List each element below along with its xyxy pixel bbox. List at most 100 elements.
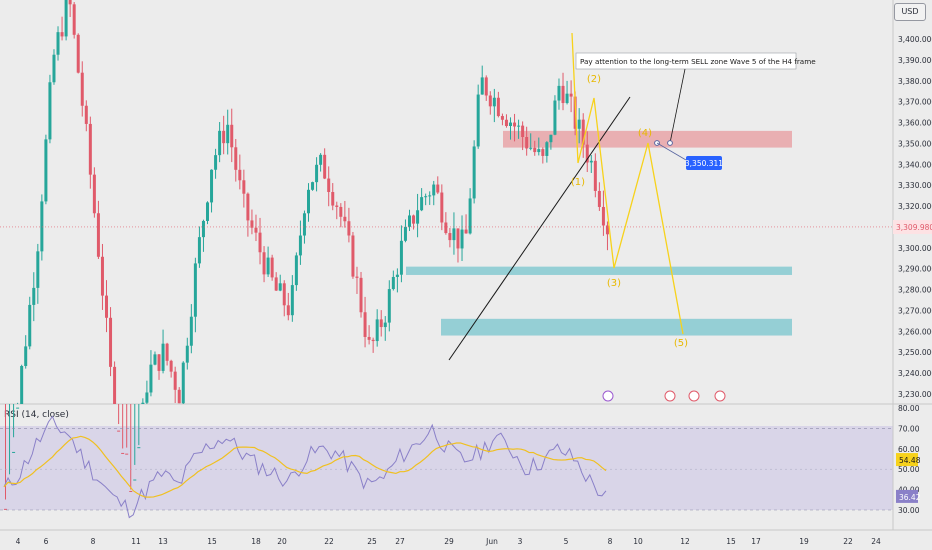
- candle-body: [141, 402, 145, 404]
- price-tick-label: 3,280.000: [898, 286, 932, 295]
- candle-body: [286, 305, 290, 316]
- support-zone-upper: [406, 266, 792, 275]
- candle-body: [363, 312, 367, 337]
- time-tick-label: 15: [207, 537, 217, 546]
- annotation-anchor-dot: [667, 140, 673, 146]
- time-tick-label: 24: [871, 537, 881, 546]
- candle-body: [339, 206, 343, 217]
- candle-body: [32, 287, 36, 305]
- time-tick-label: 5: [564, 537, 569, 546]
- candle-body: [460, 229, 464, 249]
- candle-body: [125, 453, 129, 455]
- sell-zone: [503, 130, 792, 148]
- candle-body: [581, 119, 585, 145]
- candle-body: [290, 285, 294, 316]
- candle-body: [197, 237, 201, 264]
- chart-title: Gold Spot / U.S. Dollar · 4h · OANDA: [4, 4, 166, 14]
- candle-body: [161, 343, 165, 371]
- annotation-pointer: [669, 68, 686, 144]
- candle-body: [246, 193, 250, 221]
- currency-button[interactable]: USD: [894, 3, 926, 21]
- price-marker-dot: [654, 140, 660, 146]
- candle-body: [56, 32, 60, 55]
- candle-body: [206, 202, 209, 221]
- time-tick-label: 8: [91, 537, 96, 546]
- candle-body: [440, 192, 444, 223]
- candle-body: [323, 154, 327, 179]
- candle-body: [315, 164, 319, 183]
- flag-event-icon: [688, 390, 700, 402]
- candle-body: [331, 192, 335, 206]
- time-tick-label: 18: [251, 537, 261, 546]
- candle-body: [201, 220, 205, 238]
- current-price-tag-bg: [893, 219, 932, 234]
- candle-body: [391, 276, 395, 290]
- candle-body: [565, 93, 569, 104]
- candle-body: [60, 32, 64, 37]
- candle-body: [513, 122, 517, 127]
- candle-body: [492, 97, 496, 107]
- candle-body: [266, 257, 270, 275]
- time-tick-label: 4: [16, 537, 21, 546]
- candle-body: [129, 490, 133, 492]
- price-tick-label: 3,240.000: [898, 369, 932, 378]
- candle-body: [133, 479, 137, 481]
- price-tick-label: 3,390.000: [898, 56, 932, 65]
- candle-body: [8, 481, 12, 483]
- candle-body: [509, 122, 512, 127]
- candle-body: [529, 147, 533, 149]
- candle-body: [408, 215, 411, 227]
- candle-body: [113, 366, 117, 404]
- candle-body: [44, 139, 48, 202]
- rsi-tick-label: 70.00: [898, 424, 920, 433]
- candle-body: [238, 169, 242, 181]
- candle-body: [448, 233, 452, 241]
- candle-body: [472, 146, 476, 199]
- candle-body: [270, 257, 274, 278]
- lightning-event-icon: [602, 390, 614, 402]
- price-tick-label: 3,330.000: [898, 181, 932, 190]
- time-tick-label: 22: [324, 537, 334, 546]
- candle-body: [282, 283, 286, 306]
- candle-body: [4, 508, 7, 510]
- candle-body: [432, 184, 436, 196]
- time-tick-label: 13: [158, 537, 168, 546]
- candle-body: [302, 213, 306, 236]
- candle-body: [92, 174, 96, 214]
- candle-body: [319, 154, 323, 165]
- candle-body: [52, 54, 56, 83]
- candle-body: [189, 316, 193, 346]
- candle-body: [76, 34, 80, 73]
- time-tick-label: 15: [726, 537, 736, 546]
- candle-body: [383, 322, 387, 328]
- candle-body: [298, 235, 302, 256]
- candle-body: [585, 144, 589, 163]
- time-tick-label: 25: [367, 537, 377, 546]
- candle-body: [117, 430, 121, 432]
- candle-body: [480, 77, 484, 95]
- rsi-tick-label: 60.00: [898, 445, 920, 454]
- price-tick-label: 3,270.000: [898, 306, 932, 315]
- candle-body: [517, 125, 521, 127]
- candle-body: [403, 226, 407, 241]
- price-tick-label: 3,250.000: [898, 348, 932, 357]
- candle-body: [496, 97, 500, 117]
- rsi-tick-label: 50.00: [898, 465, 920, 474]
- candle-body: [557, 85, 561, 101]
- candle-body: [452, 228, 456, 241]
- price-tick-label: 3,320.000: [898, 202, 932, 211]
- price-tick-label: 3,340.000: [898, 160, 932, 169]
- rsi-line: [3, 415, 607, 519]
- candle-body: [355, 276, 359, 278]
- candle-body: [307, 189, 310, 214]
- candle-body: [222, 130, 226, 144]
- annotation-box: [575, 52, 797, 70]
- candle-body: [157, 354, 161, 371]
- candle-body: [262, 252, 266, 275]
- candle-body: [577, 119, 581, 129]
- candle-body: [387, 289, 391, 323]
- candle-body: [84, 105, 88, 124]
- time-tick-label: Jun: [485, 537, 498, 546]
